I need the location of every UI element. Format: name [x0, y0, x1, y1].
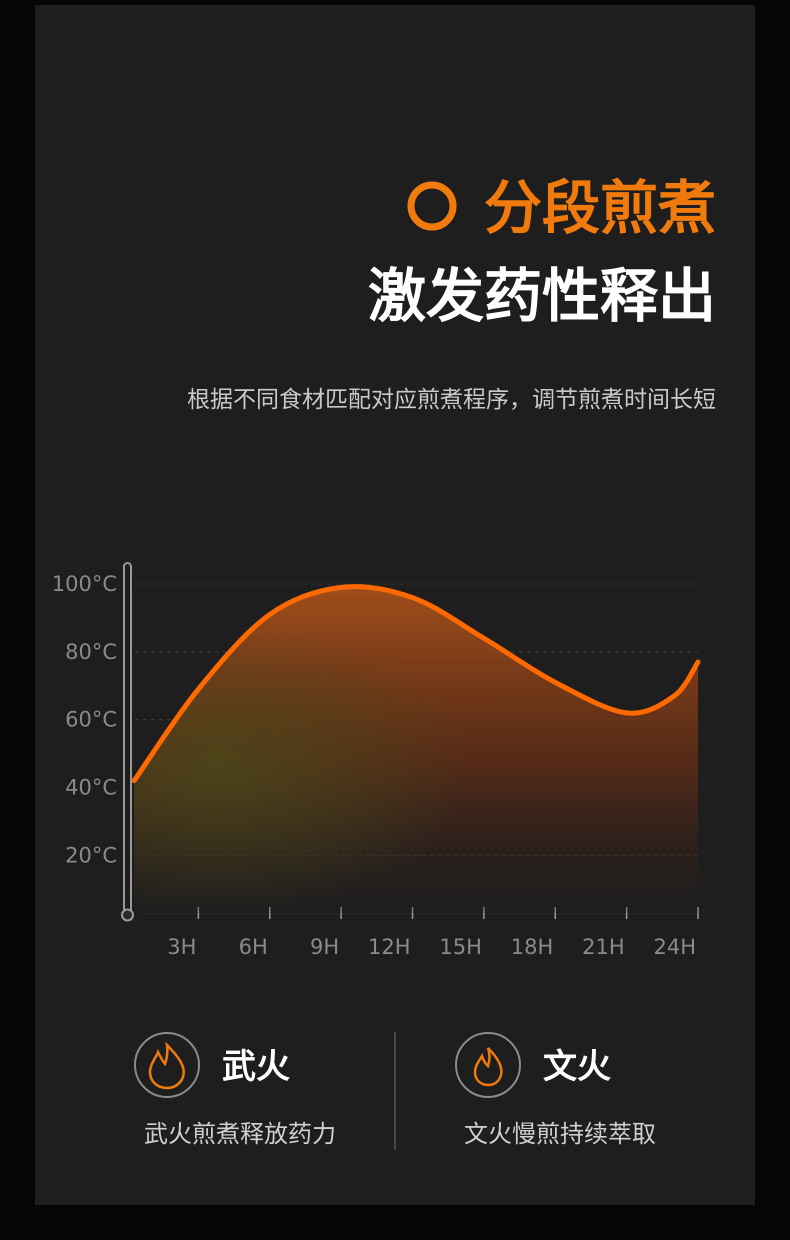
line [131, 584, 701, 784]
x-tick-label: 3H [167, 935, 196, 959]
thermometer-bulb [121, 908, 134, 922]
x-tick-label: 15H [439, 935, 482, 959]
flame-icon [148, 1041, 185, 1090]
y-tick-label: 100°C [52, 572, 117, 596]
icon-ring [455, 1032, 521, 1098]
x-tick-label: 24H [653, 935, 696, 959]
y-tick-label: 20°C [65, 843, 117, 867]
x-tick-label: 18H [511, 935, 554, 959]
feature-strong: 武火 武火煎煮释放药力 [134, 1032, 336, 1148]
feature-title: 文火 [543, 1047, 611, 1087]
feature-title: 武火 [222, 1047, 290, 1087]
title-icon [407, 181, 457, 231]
title: 分段煎煮 [484, 174, 716, 242]
x-tick-label: 21H [582, 935, 625, 959]
feature-desc: 武火煎煮释放药力 [144, 1120, 336, 1148]
headline: 激发药性释出 [368, 262, 716, 330]
x-tick-label: 9H [310, 935, 339, 959]
icon-ring [134, 1032, 200, 1098]
x-tick-label: 12H [368, 935, 411, 959]
chart: 20°C 40°C 60°C 80°C 100°C 3H 6H 9H 12H 15H 18H 21H 2… [52, 562, 701, 959]
y-tick-label: 60°C [65, 708, 117, 732]
x-tick-label: 6H [239, 935, 268, 959]
y-tick-label: 40°C [65, 776, 117, 800]
subtitle: 根据不同食材匹配对应煎煮程序，调节煎煮时间长短 [187, 387, 716, 413]
y-tick-label: 80°C [65, 640, 117, 664]
area-glow [134, 586, 698, 913]
flame-icon [473, 1047, 503, 1087]
feature-gentle: 文火 文火慢煎持续萃取 [455, 1032, 656, 1148]
feature-desc: 文火慢煎持续萃取 [464, 1120, 656, 1148]
